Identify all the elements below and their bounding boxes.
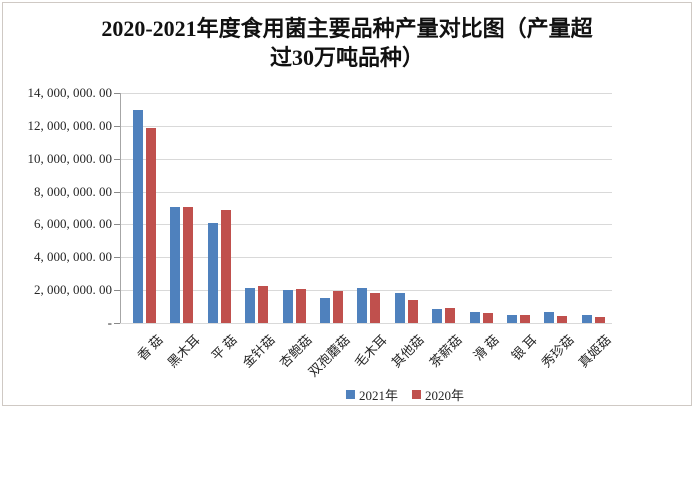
bar-2021年-双孢蘑菇 [320,297,330,323]
gridline [120,323,612,324]
plot-area: 14, 000, 000. 00 12, 000, 000. 00 10, 000,… [27,85,615,380]
y-axis-label: 4, 000, 000. 00 [34,249,112,265]
chart-title-line2: 过30万吨品种） [269,45,424,70]
y-axis-tick [114,257,120,259]
y-axis-tick [114,125,120,127]
bar-2021年-金针菇 [245,288,256,323]
bar-2021年-茶薪菇 [432,309,443,323]
chart-title: 2020-2021年度食用菌主要品种产量对比图（产量超 过30万吨品种） [47,14,647,72]
y-axis-label: 6, 000, 000. 00 [34,216,112,232]
y-axis-tick [114,158,120,160]
y-axis-label: 2, 000, 000. 00 [34,282,112,298]
bar-2020年-滑菇 [482,312,493,323]
y-axis-label: 8, 000, 000. 00 [34,183,112,199]
bar-2020年-毛木耳 [370,293,381,323]
bar-2020年-双孢蘑菇 [333,290,343,323]
bar-2021年-毛木耳 [357,287,368,323]
bar-2021年-银耳 [507,315,517,323]
gridline [120,224,612,226]
y-axis-label: 12, 000, 000. 00 [27,117,113,133]
bar-2020年-金针菇 [258,286,269,323]
legend-label: 2020年 [425,388,465,403]
bar-2020年-秀珍菇 [557,316,568,323]
y-axis-label: 14, 000, 000. 00 [27,85,113,100]
chart-title-line1: 2020-2021年度食用菌主要品种产量对比图（产量超 [101,16,593,41]
bar-2020年-银耳 [520,314,530,323]
legend-swatch-icon [412,390,421,399]
bar-2020年-其他菇 [407,300,418,323]
legend-label: 2021年 [358,388,398,403]
gridline [120,191,612,193]
legend-item-2020年: 2020年 [412,385,464,404]
y-axis-tick [114,191,120,193]
chart-outer-border [2,2,692,406]
y-axis-tick [114,93,120,94]
y-axis-tick [114,224,120,226]
bar-2021年-真姬菇 [581,314,592,323]
bar-2021年-香菇 [133,109,143,323]
legend-item-2021年: 2021年 [345,385,398,404]
bar-2020年-杏鲍菇 [295,289,306,323]
gridline [120,257,612,259]
gridline [120,125,612,127]
legend-swatch-icon [345,390,355,399]
bar-2021年-其他菇 [394,292,405,323]
bar-2020年-香菇 [146,127,156,323]
gridline [120,93,612,94]
bar-2021年-平菇 [207,223,218,323]
bar-2020年-平菇 [220,210,231,323]
y-axis-label: - [107,315,112,330]
y-axis-line [120,93,121,323]
bar-2021年-黑木耳 [170,207,181,323]
bar-2021年-杏鲍菇 [282,290,293,323]
y-axis-tick [114,290,120,292]
bar-2020年-真姬菇 [594,316,605,323]
gridline [120,158,612,160]
bar-2021年-滑菇 [469,312,480,323]
y-axis-label: 10, 000, 000. 00 [27,150,113,166]
legend: 2021年 2020年 [345,385,464,404]
bar-2021年-秀珍菇 [544,311,555,323]
y-axis-tick [114,323,120,324]
bar-2020年-茶薪菇 [445,308,456,323]
bar-2020年-黑木耳 [183,206,194,323]
